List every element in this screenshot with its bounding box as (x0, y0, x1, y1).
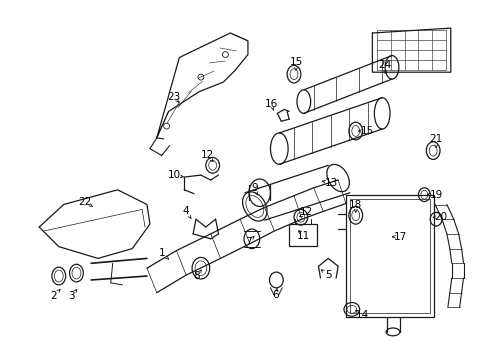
Text: 23: 23 (167, 92, 180, 102)
Text: 5: 5 (325, 270, 332, 280)
Text: 13: 13 (324, 178, 338, 188)
Text: 21: 21 (429, 134, 443, 144)
Text: 8: 8 (194, 271, 200, 281)
Text: 15: 15 (289, 57, 303, 67)
Text: 16: 16 (265, 99, 278, 109)
Text: 15: 15 (361, 126, 374, 136)
Bar (350, 199, 430, 313)
Text: 22: 22 (78, 197, 92, 207)
Text: 18: 18 (349, 199, 363, 210)
Text: 1: 1 (158, 248, 165, 258)
Text: 10: 10 (168, 170, 181, 180)
Bar (289, 224, 317, 246)
Text: 20: 20 (435, 212, 447, 222)
Text: 7: 7 (245, 237, 251, 247)
Text: 19: 19 (429, 190, 443, 200)
Text: 6: 6 (272, 290, 279, 300)
Text: 12: 12 (300, 207, 314, 217)
Text: 12: 12 (201, 150, 215, 161)
Text: 11: 11 (297, 231, 311, 241)
Bar (346, 195, 434, 317)
Text: 4: 4 (183, 206, 190, 216)
Text: 3: 3 (68, 291, 75, 301)
Text: 2: 2 (50, 291, 57, 301)
Text: 17: 17 (394, 232, 408, 242)
Text: 14: 14 (356, 310, 369, 320)
Text: 24: 24 (378, 60, 392, 70)
Text: 9: 9 (251, 183, 258, 193)
